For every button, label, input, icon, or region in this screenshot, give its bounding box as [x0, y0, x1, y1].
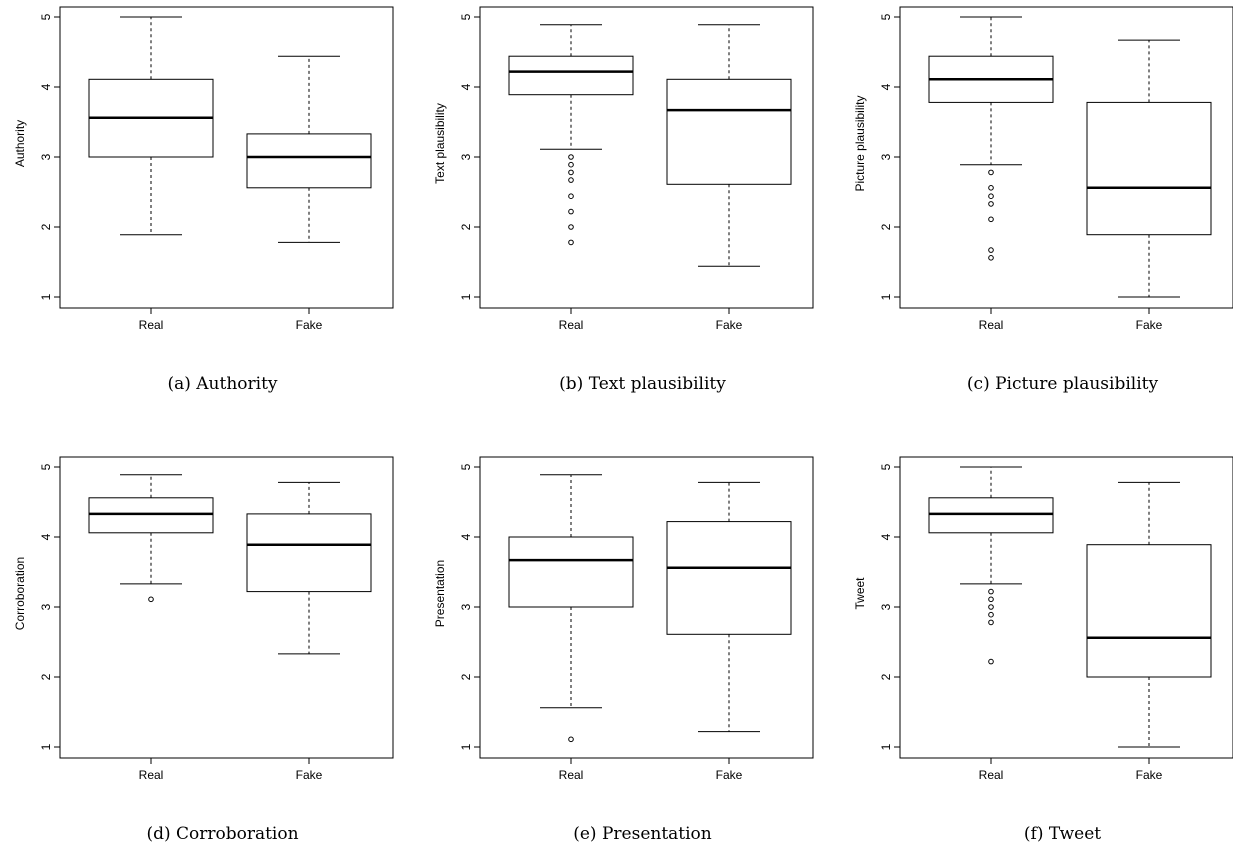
- iqr-box: [508, 536, 634, 608]
- y-tick-label: 1: [879, 743, 893, 750]
- outlier-point: [988, 658, 994, 665]
- outlier-point: [568, 177, 574, 183]
- outlier-point: [988, 216, 994, 223]
- outlier-point: [988, 254, 994, 261]
- y-tick-label: 4: [879, 533, 893, 540]
- y-axis-label: Authority: [13, 120, 27, 167]
- chart-panel: 1 2 3 4 5 Text plausibility Real Fake (b) Text p…: [433, 6, 814, 394]
- chart-panel: 1 2 3 4 5 Presentation Real Fake (e) Presentatio…: [433, 456, 814, 844]
- y-tick-label: 3: [459, 603, 473, 610]
- outlier-point: [988, 169, 994, 176]
- panel-caption: (f) Tweet: [1024, 824, 1101, 844]
- y-axis-label: Tweet: [853, 577, 867, 610]
- y-tick-label: 2: [879, 223, 893, 230]
- outlier-point: [148, 596, 154, 603]
- y-tick-label: 1: [879, 293, 893, 300]
- outlier-point: [568, 193, 574, 199]
- x-tick-label: Fake: [716, 318, 743, 332]
- y-tick-label: 2: [39, 223, 53, 230]
- y-tick-label: 3: [879, 153, 893, 160]
- y-tick-label: 2: [459, 223, 473, 230]
- outlier-point: [568, 224, 574, 230]
- x-tick-label: Fake: [296, 768, 323, 782]
- y-axis-label: Corroboration: [13, 557, 27, 630]
- outlier-point: [988, 193, 994, 199]
- chart-panel: 1 2 3 4 5 Corroboration Real Fake (d) Corroborat…: [13, 456, 394, 844]
- y-tick-label: 4: [459, 533, 473, 540]
- x-tick-label: Real: [559, 318, 584, 332]
- x-tick-label: Real: [979, 318, 1004, 332]
- iqr-box: [508, 55, 634, 96]
- chart-panel: 1 2 3 4 5 Authority Real Fake (a) Authority: [13, 6, 394, 394]
- x-tick-label: Real: [139, 318, 164, 332]
- iqr-box: [1086, 101, 1212, 236]
- outlier-point: [988, 247, 994, 253]
- y-tick-label: 4: [459, 83, 473, 90]
- iqr-box: [666, 521, 792, 635]
- iqr-box: [666, 78, 792, 185]
- y-tick-label: 3: [39, 603, 53, 610]
- iqr-box: [928, 497, 1054, 534]
- outlier-point: [568, 208, 574, 215]
- chart-panel: 1 2 3 4 5 Tweet Real Fake (f) Tweet: [853, 456, 1233, 844]
- y-tick-label: 2: [39, 673, 53, 680]
- outlier-point: [988, 596, 994, 603]
- y-tick-label: 5: [459, 13, 473, 20]
- y-tick-label: 3: [459, 153, 473, 160]
- y-tick-label: 1: [39, 743, 53, 750]
- y-axis-label: Text plausibility: [433, 103, 447, 184]
- panel-caption: (c) Picture plausibility: [967, 374, 1159, 394]
- y-tick-label: 5: [39, 13, 53, 20]
- y-tick-label: 1: [459, 293, 473, 300]
- y-tick-label: 3: [879, 603, 893, 610]
- x-tick-label: Fake: [1136, 768, 1163, 782]
- y-axis-label: Picture plausibility: [853, 95, 867, 191]
- y-tick-label: 2: [459, 673, 473, 680]
- x-tick-label: Real: [979, 768, 1004, 782]
- y-tick-label: 5: [879, 463, 893, 470]
- y-axis-label: Presentation: [433, 560, 447, 627]
- x-tick-label: Fake: [296, 318, 323, 332]
- outlier-point: [568, 154, 574, 160]
- chart-panel: 1 2 3 4 5 Picture plausibility Real Fake (c) Pic…: [853, 6, 1233, 394]
- panel-caption: (e) Presentation: [573, 824, 712, 844]
- y-tick-label: 5: [39, 463, 53, 470]
- outlier-point: [988, 611, 994, 618]
- x-tick-label: Fake: [1136, 318, 1163, 332]
- y-tick-label: 4: [879, 83, 893, 90]
- y-tick-label: 2: [879, 673, 893, 680]
- outlier-point: [988, 604, 994, 610]
- y-tick-label: 5: [879, 13, 893, 20]
- x-tick-label: Fake: [716, 768, 743, 782]
- x-tick-label: Real: [139, 768, 164, 782]
- x-tick-label: Real: [559, 768, 584, 782]
- outlier-point: [568, 239, 574, 246]
- outlier-point: [988, 185, 994, 191]
- iqr-box: [88, 497, 214, 534]
- iqr-box: [246, 513, 372, 593]
- outlier-point: [568, 736, 574, 743]
- panel-caption: (b) Text plausibility: [559, 374, 726, 394]
- outlier-point: [988, 619, 994, 626]
- outlier-point: [988, 201, 994, 207]
- y-tick-label: 4: [39, 83, 53, 90]
- y-tick-label: 4: [39, 533, 53, 540]
- outlier-point: [568, 161, 574, 168]
- y-tick-label: 1: [459, 743, 473, 750]
- y-tick-label: 1: [39, 293, 53, 300]
- y-tick-label: 5: [459, 463, 473, 470]
- outlier-point: [568, 169, 574, 176]
- outlier-point: [988, 588, 994, 595]
- panel-caption: (d) Corroboration: [146, 824, 298, 844]
- iqr-box: [1086, 544, 1212, 678]
- panel-caption: (a) Authority: [167, 374, 277, 394]
- iqr-box: [246, 133, 372, 189]
- y-tick-label: 3: [39, 153, 53, 160]
